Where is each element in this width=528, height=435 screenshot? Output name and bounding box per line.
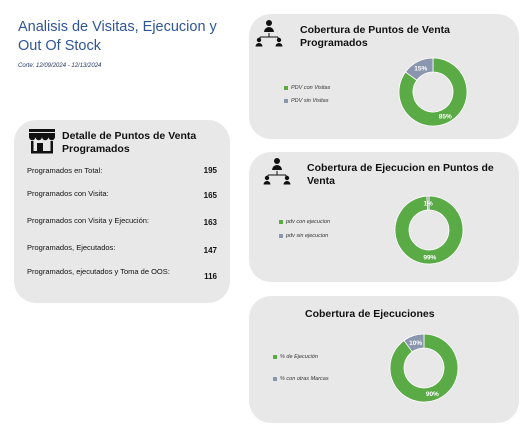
detail-row-value: 195 [203,166,217,175]
slice-value-label: 10% [409,340,422,347]
detail-row-value: 165 [203,191,217,200]
slice-value-label: 1% [423,201,433,208]
legend-label: % de Ejecución [280,354,318,360]
slice-green [394,195,464,265]
legend-label: pdv con ejecucion [286,219,331,225]
detail-row: Programados, Ejecutados: 147 [27,243,217,255]
slice-value-label: 85% [439,114,452,121]
legend-swatch [273,376,277,381]
detalle-card: Detalle de Puntos de Venta Programados P… [14,120,230,303]
detail-row: Programados en Total: 195 [27,166,217,175]
cobertura-ejecucion-card: Cobertura de Ejecucion en Puntos de Vent… [249,152,519,282]
cobertura-pdv-card: Cobertura de Puntos de Venta Programados… [249,14,519,139]
detail-row: Programados con Visita y Ejecución: 163 [27,216,217,227]
slice-value-label: 99% [423,254,436,261]
store-icon [29,129,55,154]
date-range: Corte: 12/09/2024 - 12/13/2024 [18,63,102,69]
legend-item: % de Ejecución [273,354,318,360]
detail-row-label: Programados, Ejecutados: [27,243,116,252]
detail-row-label: Programados con Visita: [27,189,109,198]
chart-title: Cobertura de Ejecuciones [305,308,435,320]
slice-value-label: 90% [426,391,439,398]
legend-item: PDV sin Visitas [284,98,329,104]
legend-label: % con otras Marcas [280,376,329,382]
detail-row-label: Programados en Total: [27,166,103,175]
legend-item: pdv sin ejecucion [279,233,328,239]
legend-item: PDV con Visitas [284,85,330,91]
legend-swatch [284,85,288,90]
donut-chart: 85% 15% [398,57,468,127]
donut-chart: 99% 1% [394,195,464,265]
slice-gray [403,333,425,353]
chart-title: Cobertura de Ejecucion en Puntos de Vent… [307,162,494,187]
detail-row-label: Programados con Visita y Ejecución: [27,216,150,225]
detail-row-value: 116 [204,272,217,281]
legend-swatch [279,233,283,238]
team-hierarchy-icon [263,158,291,185]
page-title: Analisis de Visitas, Ejecucion y Out Of … [18,19,217,54]
detalle-title: Detalle de Puntos de Venta Programados [62,130,197,155]
legend-swatch [279,219,283,224]
legend-label: PDV sin Visitas [291,98,329,104]
legend-label: pdv sin ejecucion [286,233,329,239]
legend-swatch [273,354,277,359]
detail-row-label: Programados, ejecutados y Toma de OOS: [27,267,170,276]
slice-gray [426,195,430,211]
legend-item: % con otras Marcas [273,376,329,382]
detail-row: Programados con Visita: 165 [27,189,217,200]
chart-title: Cobertura de Puntos de Venta Programados [300,24,450,49]
slice-green [389,333,459,403]
detail-row: Programados, ejecutados y Toma de OOS: 11… [27,267,217,281]
legend-label: PDV con Visitas [291,85,331,91]
team-hierarchy-icon [255,20,283,47]
slice-green [398,57,468,127]
slice-gray [404,57,434,81]
legend-item: pdv con ejecucion [279,219,330,225]
cobertura-ejecuciones-card: Cobertura de Ejecuciones % de Ejecución … [249,296,519,423]
detail-row-value: 163 [203,218,217,227]
detail-row-value: 147 [203,246,217,255]
slice-value-label: 15% [414,65,427,72]
donut-chart: 90% 10% [389,333,459,403]
legend-swatch [284,98,288,103]
